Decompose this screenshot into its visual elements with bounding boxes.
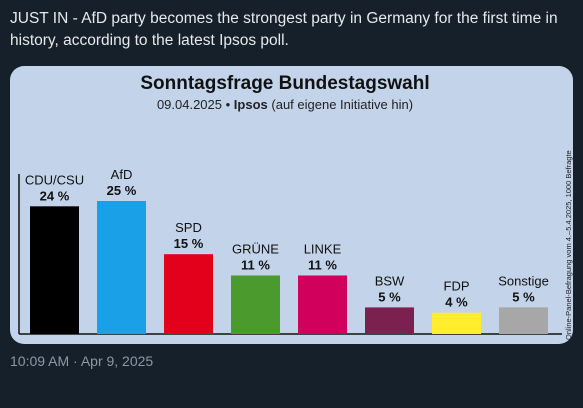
value-label: 25 % [107, 183, 137, 198]
tweet-timestamp[interactable]: 10:09 AM · Apr 9, 2025 [10, 353, 154, 369]
value-label: 15 % [174, 236, 204, 251]
value-label: 11 % [308, 257, 337, 272]
value-label: 4 % [445, 295, 468, 310]
poll-chart-image[interactable]: Sonntagsfrage Bundestagswahl 09.04.2025 … [10, 66, 573, 344]
chart-title: Sonntagsfrage Bundestagswahl [140, 73, 430, 94]
category-label: SPD [175, 220, 202, 235]
bar-linke [298, 275, 347, 334]
bar-sonstige [499, 307, 548, 334]
category-label: BSW [375, 273, 405, 288]
bar-cducsu [30, 206, 79, 334]
chart-subtitle: 09.04.2025 • Ipsos (auf eigene Initiativ… [10, 97, 560, 112]
subtitle-source: Ipsos [233, 97, 268, 112]
bar-afd [97, 201, 146, 334]
value-label: 24 % [40, 188, 70, 203]
value-label: 11 % [241, 257, 270, 272]
value-label: 5 % [378, 289, 401, 304]
category-label: AfD [111, 167, 133, 182]
category-label: GRÜNE [232, 241, 279, 256]
bar-spd [164, 254, 213, 334]
bar-bsw [365, 307, 414, 334]
category-label: LINKE [304, 241, 342, 256]
value-label: 5 % [512, 289, 535, 304]
category-label: FDP [444, 279, 470, 294]
subtitle-note: (auf eigene Initiative hin) [271, 97, 414, 112]
category-label: Sonstige [498, 273, 549, 288]
subtitle-date: 09.04.2025 • [156, 97, 231, 112]
bar-fdp [432, 312, 481, 334]
tweet-text: JUST IN - AfD party becomes the stronges… [10, 10, 558, 49]
bar-grne [231, 275, 280, 334]
category-label: CDU/CSU [25, 172, 84, 187]
